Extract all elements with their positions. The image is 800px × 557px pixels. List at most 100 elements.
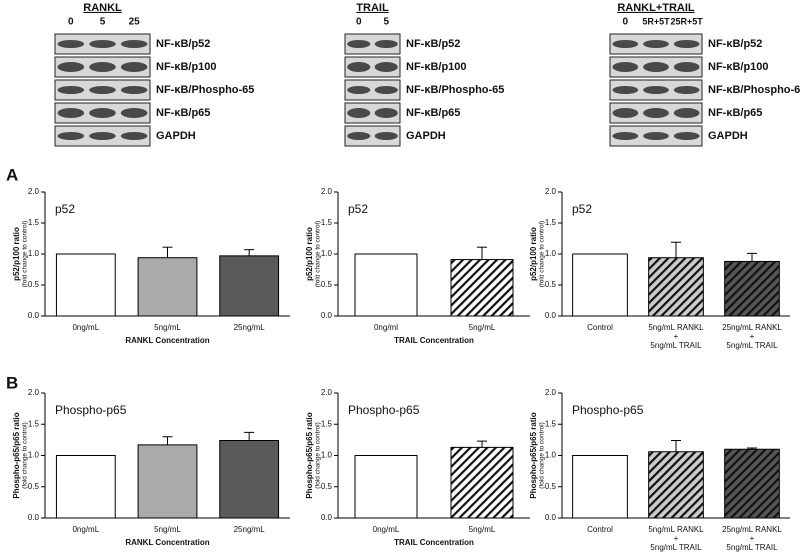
x-axis-label: TRAIL Concentration (394, 336, 474, 345)
x-tick-label: 5ng/mL RANKL +5ng/mL TRAIL (648, 323, 704, 350)
blot-band (347, 86, 371, 94)
blot-band (374, 40, 398, 48)
y-axis-note: (fold change to control) (22, 221, 29, 287)
blot-band (673, 40, 700, 48)
y-tick-label: 2.0 (321, 388, 333, 397)
blot-title: TRAIL (356, 2, 389, 14)
y-tick-label: 0.0 (321, 513, 333, 522)
blot-band (643, 132, 669, 140)
blot-band (374, 86, 398, 94)
y-tick-label: 0.5 (28, 280, 40, 289)
x-tick-label: 0ng/mL (72, 525, 99, 534)
lane-label: 0 (356, 17, 362, 28)
blot-band (120, 62, 148, 72)
blot-band (89, 108, 116, 118)
blot-row-label: NF-κB/p100 (708, 61, 769, 73)
y-tick-label: 1.5 (28, 419, 40, 428)
lane-label: 0 (623, 17, 629, 28)
x-tick-label: 25ng/mL RANKL +5ng/mL TRAIL (722, 525, 782, 552)
y-tick-label: 2.0 (545, 187, 557, 196)
x-tick-label: Control (587, 525, 613, 534)
y-tick-label: 0.5 (321, 280, 333, 289)
x-tick-label: 5ng/mL (154, 525, 181, 534)
y-tick-label: 1.0 (545, 451, 557, 460)
chart-annotation: Phospho-p65 (572, 403, 644, 417)
blot-row-label: NF-κB/p52 (156, 38, 210, 50)
bar (354, 455, 418, 519)
y-axis-label: Phospho-p65/p65 ratio (529, 412, 538, 498)
y-tick-label: 1.0 (545, 249, 557, 258)
y-axis-label: p52/p100 ratio (12, 227, 21, 281)
bar (354, 253, 418, 317)
y-tick-label: 1.0 (28, 451, 40, 460)
lane-label: 25 (129, 17, 141, 28)
y-tick-label: 0.0 (545, 513, 557, 522)
error-bar (671, 440, 681, 452)
section-label: B (6, 373, 18, 392)
blot-band (673, 108, 700, 118)
x-tick-label: 5ng/mL (469, 323, 496, 332)
y-tick-label: 1.5 (545, 419, 557, 428)
bar (724, 260, 780, 317)
lane-label: 0 (68, 17, 74, 28)
section-label: A (6, 165, 18, 184)
bar (450, 446, 514, 519)
y-axis-note: (fold change to control) (315, 422, 322, 488)
y-tick-label: 1.0 (321, 451, 333, 460)
y-axis-note: (fold change to control) (539, 221, 546, 287)
blot-band (612, 62, 639, 72)
blot-band (673, 62, 700, 72)
x-tick-label: 0ng/ml (374, 323, 398, 332)
chart-annotation: Phospho-p65 (55, 403, 127, 417)
bar (55, 455, 116, 519)
blot-band (120, 108, 148, 118)
y-tick-label: 2.0 (28, 187, 40, 196)
blot-band (57, 62, 85, 72)
x-axis-label: RANKL Concentration (125, 538, 209, 547)
blot-band (643, 86, 669, 94)
blot-title: RANKL (83, 2, 122, 14)
blot-band (120, 40, 148, 48)
y-axis-label: p52/p100 ratio (305, 227, 314, 281)
bar (572, 253, 628, 317)
blot-band (89, 40, 116, 48)
error-bar (671, 241, 681, 258)
y-tick-label: 0.0 (28, 513, 40, 522)
blot-band (347, 132, 371, 140)
x-tick-label: 5ng/mL (154, 323, 181, 332)
blot-band (57, 40, 85, 48)
chart-annotation: p52 (348, 202, 368, 216)
chart-annotation: Phospho-p65 (348, 403, 420, 417)
error-bar (747, 447, 757, 450)
blot-band (643, 62, 669, 72)
bar (648, 257, 704, 317)
y-tick-label: 2.0 (28, 388, 40, 397)
blot-band (374, 62, 398, 72)
y-axis-note: (fold change to control) (539, 422, 546, 488)
blot-band (57, 86, 85, 94)
y-tick-label: 2.0 (545, 388, 557, 397)
blot-band (374, 108, 398, 118)
bar (572, 455, 628, 519)
blot-row-label: NF-κB/p52 (406, 38, 460, 50)
blot-row-label: NF-κB/p52 (708, 38, 762, 50)
blot-band (347, 62, 371, 72)
bar (137, 257, 198, 317)
y-tick-label: 2.0 (321, 187, 333, 196)
error-bar (244, 249, 255, 256)
bar (55, 253, 116, 317)
y-tick-label: 0.5 (28, 482, 40, 491)
y-tick-label: 1.5 (321, 218, 333, 227)
blot-band (120, 132, 148, 140)
blot-band (612, 40, 639, 48)
y-tick-label: 0.0 (321, 311, 333, 320)
chart-annotation: p52 (55, 202, 75, 216)
blot-row-label: NF-κB/p100 (406, 61, 467, 73)
x-tick-label: 25ng/mL (234, 525, 266, 534)
blot-row-label: GAPDH (156, 130, 196, 142)
y-tick-label: 0.0 (545, 311, 557, 320)
blot-row-label: NF-κB/p100 (156, 61, 217, 73)
error-bar (747, 252, 757, 262)
x-axis-label: RANKL Concentration (125, 336, 209, 345)
